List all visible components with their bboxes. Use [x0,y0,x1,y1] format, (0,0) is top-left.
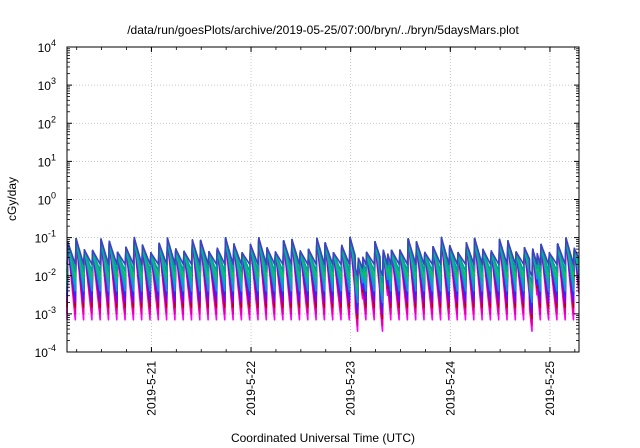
y-axis: 104 103 102 101 100 10-1 10-2 10-3 10-4 [35,38,579,360]
y-tick-label: 100 [38,191,56,208]
series-group [66,236,580,332]
y-tick-label: 10-3 [35,305,56,322]
x-tick-label: 2019-5-23 [344,361,358,416]
y-tick-label: 104 [38,38,56,55]
chart-title: /data/run/goesPlots/archive/2019-05-25/0… [127,23,519,37]
x-axis-label: Coordinated Universal Time (UTC) [231,431,415,445]
y-tick-label: 10-2 [35,267,56,284]
series-line [66,236,580,284]
y-tick-label: 101 [38,152,56,169]
x-axis: 2019-5-21 2019-5-22 2019-5-23 2019-5-24 2019… [76,47,576,416]
y-tick-label: 10-1 [35,229,56,246]
y-axis-label: cGy/day [5,177,19,221]
y-tick-label: 10-4 [35,343,56,360]
x-tick-label: 2019-5-22 [244,361,258,416]
x-tick-label: 2019-5-21 [144,361,158,416]
y-tick-label: 102 [38,114,56,131]
x-tick-label: 2019-5-25 [543,361,557,416]
series-line [66,236,580,277]
x-tick-label: 2019-5-24 [443,361,457,416]
y-tick-label: 103 [38,76,56,93]
